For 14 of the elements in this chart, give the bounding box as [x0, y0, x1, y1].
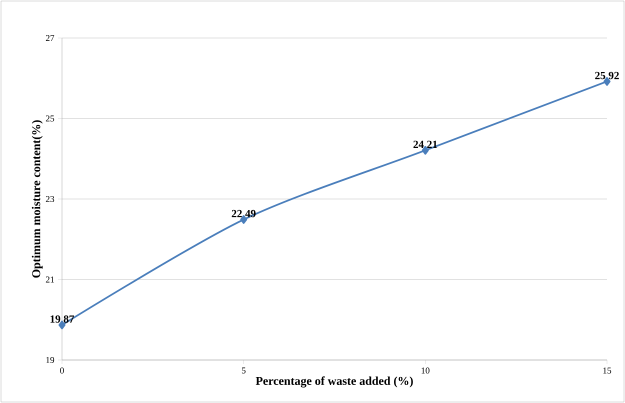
data-label: 22.49: [232, 210, 256, 218]
x-tick-label: 0: [60, 368, 64, 374]
data-label: 25.92: [595, 72, 619, 80]
data-label: 24.21: [413, 140, 438, 148]
y-tick-label: 21: [46, 276, 54, 282]
y-tick-label: 23: [46, 196, 54, 202]
y-tick-label: 25: [46, 115, 54, 122]
x-axis-title: Percentage of waste added (%): [256, 376, 413, 388]
y-tick-label: 19: [46, 356, 54, 364]
x-tick-label: 5: [242, 368, 246, 374]
x-tick-label: 15: [603, 368, 612, 374]
x-tick-label: 10: [422, 368, 430, 374]
y-axis-title: Optimum moisture content(%): [32, 120, 43, 278]
y-tick-label: 27: [46, 35, 54, 41]
